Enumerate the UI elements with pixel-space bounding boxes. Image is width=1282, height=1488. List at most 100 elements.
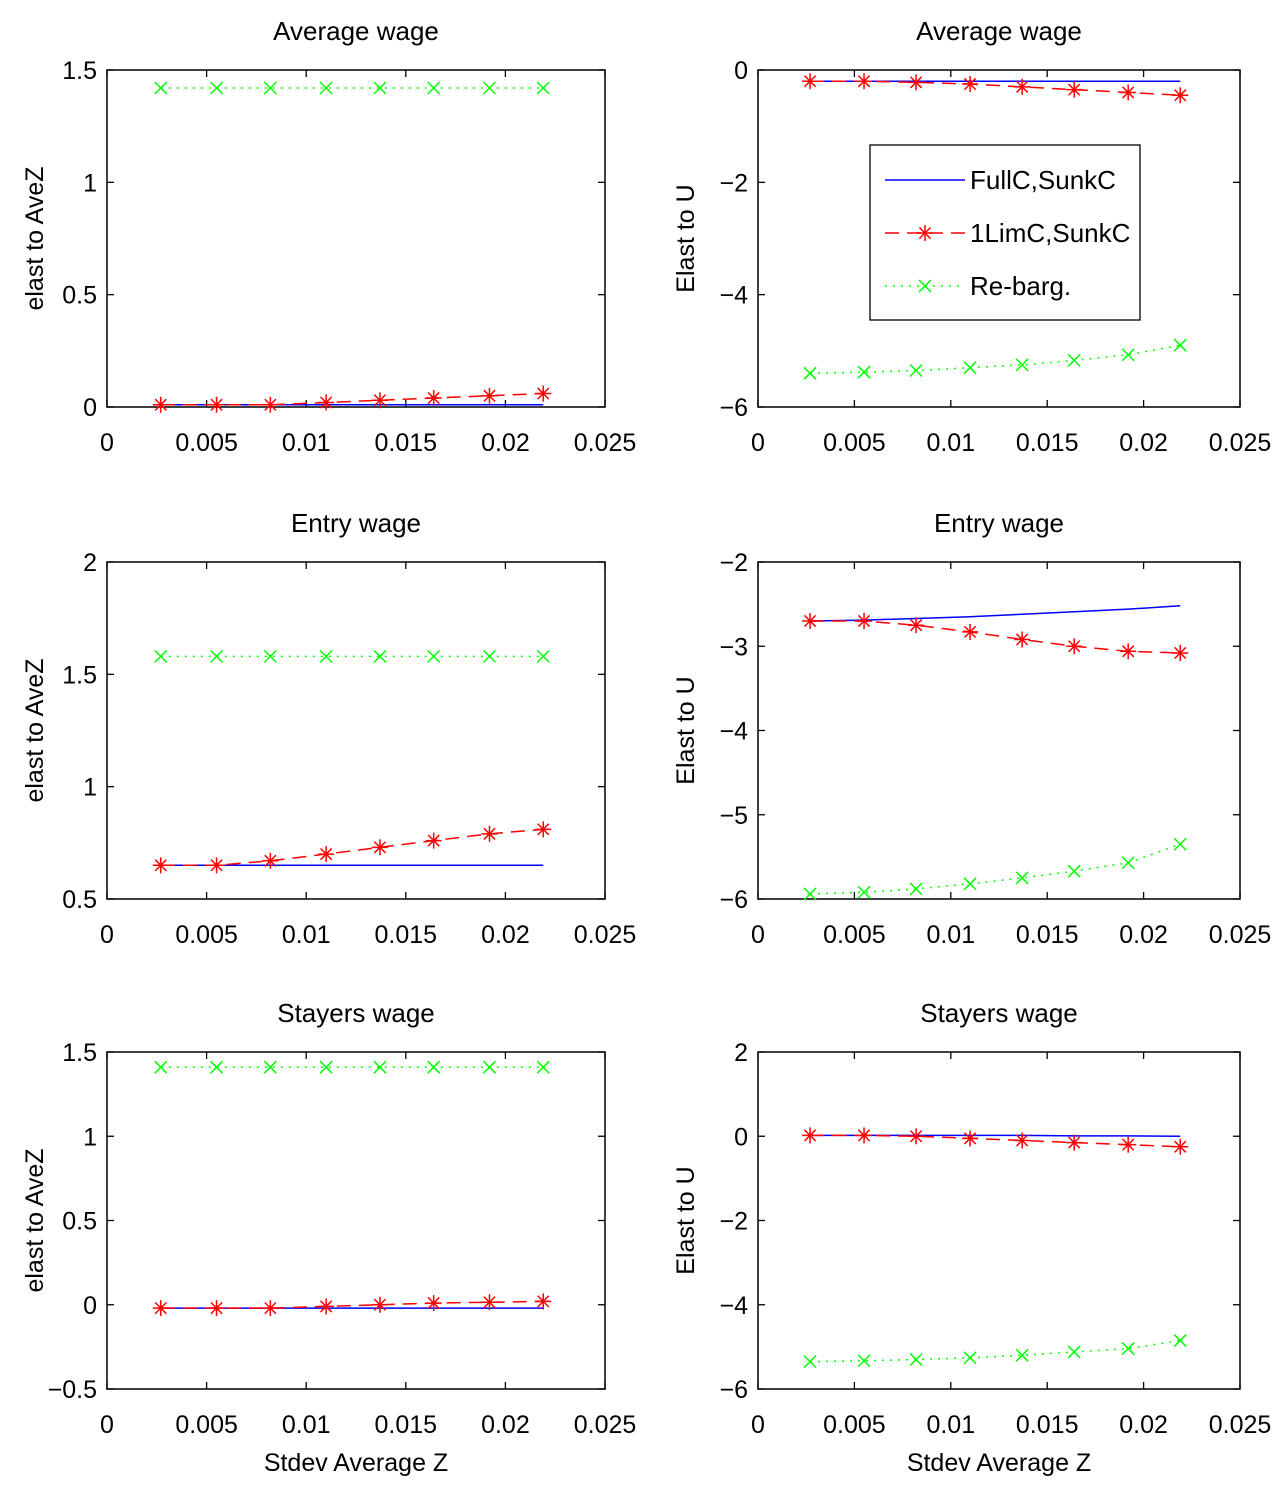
marker-stroke: [483, 1296, 496, 1309]
data-point: [263, 1060, 277, 1074]
data-point: [963, 361, 977, 375]
y-tick-label: 1.5: [62, 57, 97, 85]
marker-stroke: [373, 394, 387, 407]
data-point: [536, 649, 550, 663]
x-tick-label: 0.015: [375, 429, 438, 457]
data-point: [909, 363, 923, 378]
marker-stroke: [154, 398, 167, 411]
marker-stroke: [536, 81, 550, 95]
data-point: [210, 81, 224, 95]
data-point: [263, 649, 277, 663]
marker-stroke: [1173, 338, 1187, 352]
data-point: [319, 81, 333, 95]
data-point: [1066, 638, 1083, 655]
marker-stroke: [963, 625, 977, 639]
marker-stroke: [263, 649, 277, 663]
y-axis-label: Elast to U: [672, 676, 700, 784]
marker-stroke: [427, 391, 440, 405]
x-tick-label: 0: [100, 429, 114, 457]
marker-stroke: [803, 1355, 817, 1369]
data-point: [1015, 358, 1029, 372]
data-point: [371, 392, 388, 409]
x-tick-label: 0.005: [175, 429, 238, 457]
x-tick-label: 0.025: [574, 429, 637, 457]
data-point: [154, 649, 168, 663]
data-point: [373, 81, 387, 95]
marker-stroke: [803, 614, 817, 628]
y-axis-label: Elast to U: [672, 1166, 700, 1274]
data-point: [535, 385, 552, 402]
marker-stroke: [1015, 358, 1029, 372]
marker-stroke: [319, 1060, 333, 1074]
data-point: [318, 394, 335, 411]
marker-stroke: [857, 614, 871, 628]
data-point: [856, 1127, 873, 1144]
marker-stroke: [1015, 1348, 1029, 1362]
marker-stroke: [1016, 80, 1029, 93]
data-point: [962, 1130, 979, 1147]
chart-title: Entry wage: [934, 508, 1064, 538]
data-point: [536, 81, 550, 95]
x-tick-label: 0: [100, 921, 114, 949]
data-point: [1173, 338, 1187, 352]
x-tick-label: 0.025: [1209, 921, 1272, 949]
x-tick-label: 0.025: [574, 1411, 637, 1439]
y-tick-label: 0.5: [62, 282, 97, 310]
data-point: [909, 1352, 923, 1367]
marker-stroke: [373, 649, 387, 663]
data-point: [962, 76, 979, 93]
y-tick-label: 1: [83, 169, 97, 197]
data-point: [1067, 864, 1081, 878]
data-point: [154, 81, 168, 95]
data-point: [481, 825, 498, 842]
marker-stroke: [803, 366, 817, 380]
data-point: [908, 1128, 925, 1145]
axes-box: [106, 1051, 606, 1390]
marker-stroke: [909, 76, 923, 89]
x-tick-label: 0.005: [823, 1411, 886, 1439]
data-point: [427, 649, 441, 663]
x-tick-label: 0.02: [481, 921, 530, 949]
chart-panel-1: 0 0.005 0.01 0.015 0.02 0.025 0 0.5 1 1.5 Average …: [21, 16, 636, 457]
x-tick-label: 0.01: [926, 921, 975, 949]
y-tick-label: 1: [83, 1123, 97, 1151]
data-point: [152, 396, 169, 413]
marker-stroke: [319, 847, 333, 861]
data-point: [208, 1300, 225, 1317]
data-point: [535, 821, 552, 838]
x-tick-label: 0.02: [1119, 921, 1168, 949]
series-line: [160, 392, 544, 406]
marker-stroke: [427, 834, 440, 847]
marker-stroke: [210, 1301, 223, 1315]
data-point: [425, 1295, 442, 1312]
data-point: [1015, 871, 1029, 885]
data-point: [1066, 81, 1083, 98]
marker-stroke: [373, 81, 387, 95]
chart-title: Stayers wage: [920, 998, 1078, 1028]
marker-stroke: [483, 389, 496, 402]
data-point: [481, 387, 498, 404]
marker-stroke: [154, 1060, 168, 1074]
data-point: [802, 612, 819, 629]
marker-stroke: [210, 1060, 224, 1074]
marker-stroke: [1173, 1334, 1187, 1348]
data-point: [1173, 837, 1187, 851]
series-line: [810, 1134, 1181, 1148]
marker-stroke: [319, 396, 333, 409]
y-tick-label: 1.5: [62, 661, 97, 689]
y-tick-label: 2: [83, 549, 97, 577]
data-point: [1120, 643, 1137, 660]
marker-stroke: [1122, 645, 1135, 658]
y-axis-label: elast to AveZ: [21, 166, 49, 310]
marker-stroke: [154, 649, 168, 663]
data-point: [482, 649, 496, 663]
data-point: [1172, 1138, 1189, 1155]
marker-stroke: [1015, 871, 1029, 885]
marker-stroke: [537, 1295, 550, 1308]
series-line: [810, 605, 1181, 622]
x-tick-label: 0.01: [282, 429, 331, 457]
series-line: [160, 828, 544, 867]
x-tick-label: 0.02: [481, 1411, 530, 1439]
marker-stroke: [1016, 1134, 1029, 1147]
marker-stroke: [536, 1060, 550, 1074]
